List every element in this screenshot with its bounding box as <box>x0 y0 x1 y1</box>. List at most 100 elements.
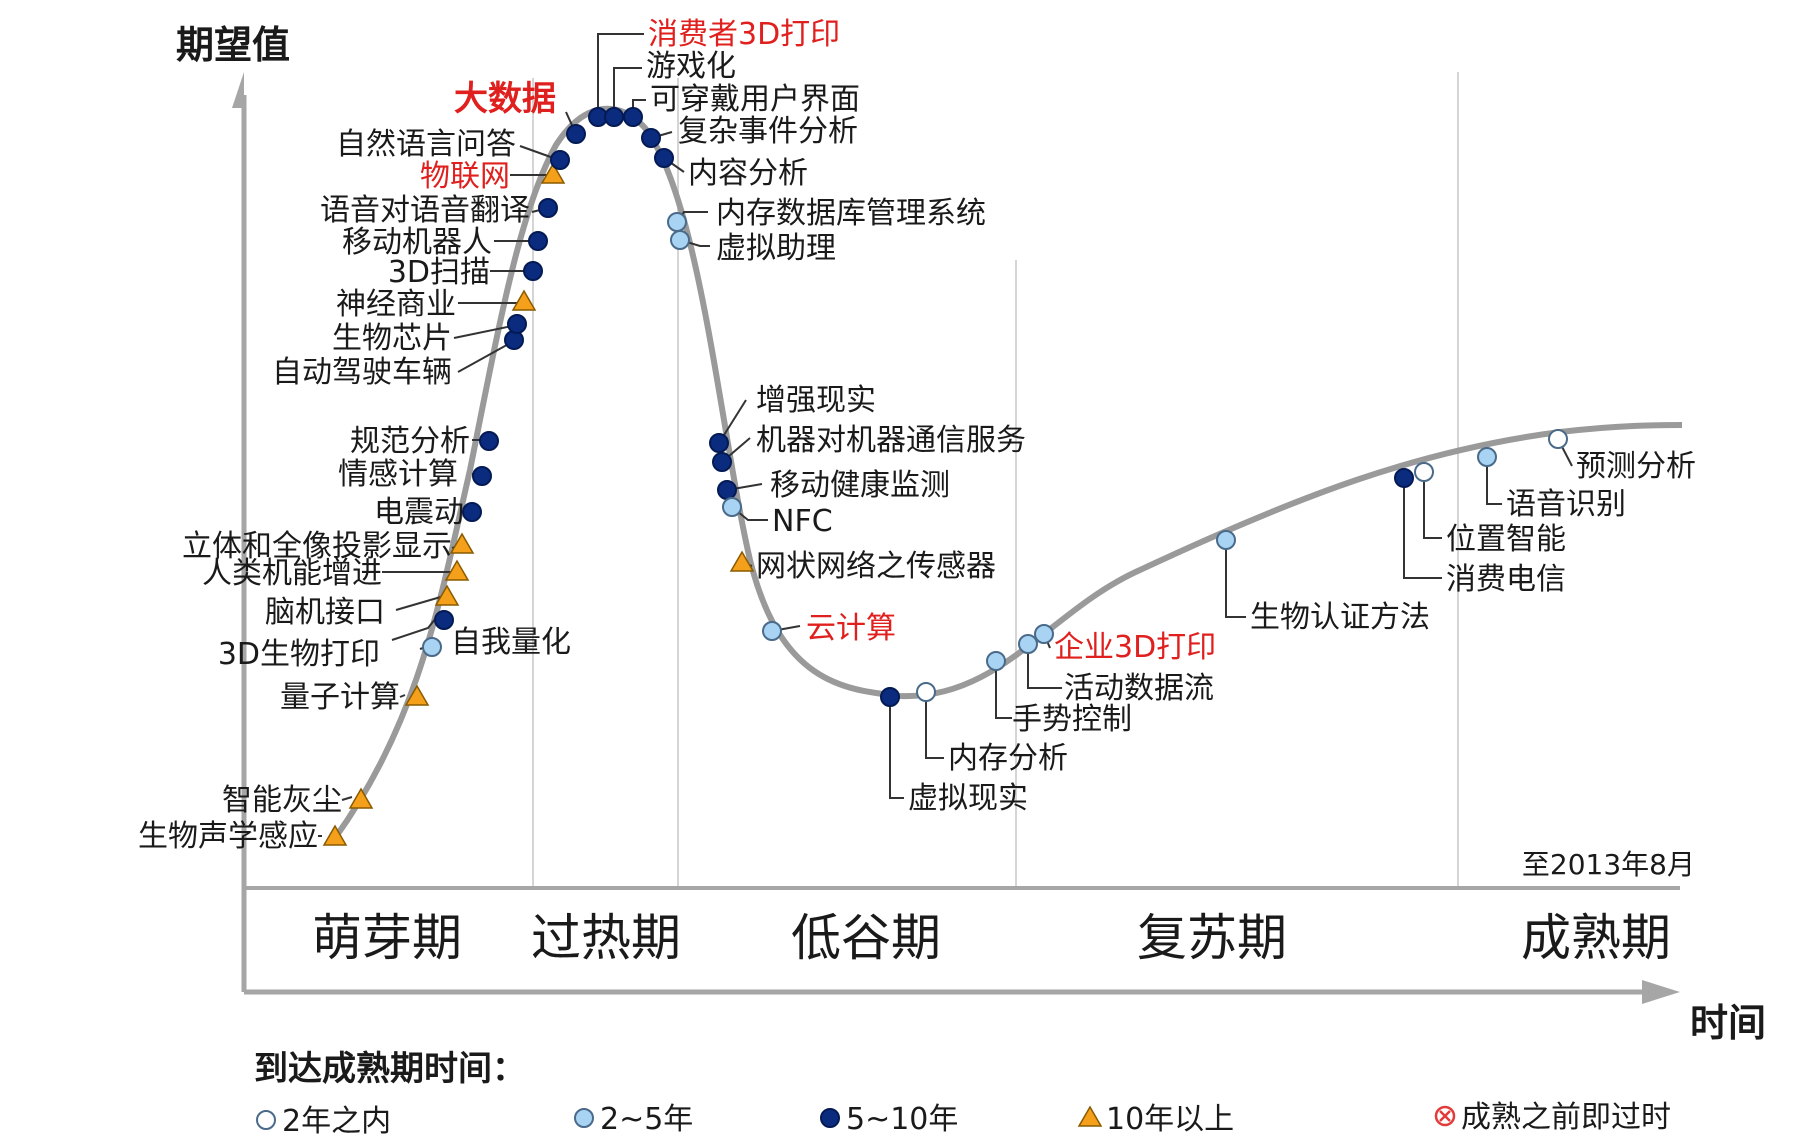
technology-label: 智能灰尘 <box>222 783 342 818</box>
technology-label: 可穿戴用户界面 <box>650 82 860 117</box>
marker-five_to_ten <box>641 128 661 148</box>
marker-two_to_five <box>670 230 690 250</box>
technology-label: 增强现实 <box>756 383 876 418</box>
technology-label: 情感计算 <box>338 457 458 492</box>
legend: 2年之内 2~5年 5~10年 10年以上 成熟之前即过时 <box>256 1100 1671 1139</box>
technology-label: 自我量化 <box>451 625 571 660</box>
legend-label: 5~10年 <box>846 1102 958 1137</box>
technology-label: 消费者3D打印 <box>648 17 840 52</box>
marker-two_to_five <box>422 637 442 657</box>
marker-two_to_five <box>1216 530 1236 550</box>
marker-two_to_five <box>986 651 1006 671</box>
marker-over_ten <box>540 162 566 184</box>
marker-five_to_ten <box>654 148 674 168</box>
phase-label-innovation: 萌芽期 <box>312 909 462 967</box>
technology-label: 自动驾驶车辆 <box>272 355 452 390</box>
technology-label: 3D生物打印 <box>218 637 380 672</box>
marker-five_to_ten <box>709 433 729 453</box>
x-axis-title: 时间 <box>1690 1001 1766 1045</box>
marker-two_years <box>1548 429 1568 449</box>
marker-five_to_ten <box>504 330 524 350</box>
technology-markers <box>322 107 1568 846</box>
legend-label: 10年以上 <box>1106 1102 1234 1137</box>
technology-label: 物联网 <box>420 159 510 194</box>
technology-label: 手势控制 <box>1012 702 1132 737</box>
marker-five_to_ten <box>1394 468 1414 488</box>
technology-label: 游戏化 <box>646 49 736 84</box>
legend-label: 2年之内 <box>282 1104 391 1139</box>
technology-label: 预测分析 <box>1576 449 1696 484</box>
legend-marker-obsolete <box>1434 1105 1456 1127</box>
marker-five_to_ten <box>479 431 499 451</box>
marker-five_to_ten <box>434 610 454 630</box>
marker-two_to_five <box>762 621 782 641</box>
marker-five_to_ten <box>528 231 548 251</box>
technology-label: 位置智能 <box>1446 522 1566 557</box>
technology-label: 脑机接口 <box>265 595 385 630</box>
technology-label: 网状网络之传感器 <box>756 549 996 584</box>
technology-label: 大数据 <box>454 79 556 119</box>
marker-five_to_ten <box>880 687 900 707</box>
technology-label: 移动机器人 <box>342 225 492 260</box>
technology-label: 量子计算 <box>280 680 400 715</box>
phase-label-slope: 复苏期 <box>1137 909 1287 967</box>
technology-label: 机器对机器通信服务 <box>756 423 1026 458</box>
technology-label: 语音识别 <box>1506 487 1626 522</box>
marker-over_ten <box>348 787 374 809</box>
legend-marker-five_to_ten <box>820 1108 840 1128</box>
marker-five_to_ten <box>523 261 543 281</box>
legend-marker-over_ten <box>1077 1105 1103 1127</box>
technology-label: 虚拟现实 <box>908 781 1028 816</box>
legend-marker-two_to_five <box>574 1108 594 1128</box>
technology-label: 企业3D打印 <box>1054 630 1216 665</box>
technology-label: 虚拟助理 <box>716 231 836 266</box>
legend-label: 成熟之前即过时 <box>1461 1100 1671 1135</box>
marker-five_to_ten <box>712 452 732 472</box>
marker-five_to_ten <box>538 198 558 218</box>
marker-five_to_ten <box>462 502 482 522</box>
marker-two_to_five <box>1477 447 1497 467</box>
legend-marker-two_years <box>256 1110 276 1130</box>
marker-over_ten <box>444 559 470 581</box>
x-axis-arrow-icon <box>1642 980 1680 1004</box>
technology-label: 复杂事件分析 <box>678 114 858 149</box>
technology-label: 内容分析 <box>688 156 808 191</box>
technology-label: 云计算 <box>806 611 896 646</box>
technology-label: 神经商业 <box>336 287 456 322</box>
marker-over_ten <box>449 532 475 554</box>
marker-two_to_five <box>722 497 742 517</box>
technology-label: 规范分析 <box>350 424 470 459</box>
technology-label: 电震动 <box>374 495 464 530</box>
marker-two_to_five <box>667 212 687 232</box>
technology-label: 活动数据流 <box>1064 671 1214 706</box>
technology-label: 3D扫描 <box>388 255 490 290</box>
marker-over_ten <box>322 824 348 846</box>
technology-label: 立体和全像投影显示 <box>182 529 452 564</box>
technology-label: 移动健康监测 <box>770 468 950 503</box>
y-axis-arrow-icon <box>232 72 244 108</box>
phase-label-plateau: 成熟期 <box>1521 909 1671 967</box>
marker-five_to_ten <box>507 314 527 334</box>
marker-five_to_ten <box>623 107 643 127</box>
technology-label: 自然语言问答 <box>336 127 516 162</box>
technology-label: 内存数据库管理系统 <box>716 196 986 231</box>
marker-two_years <box>1414 462 1434 482</box>
as-of-date: 至2013年8月 <box>1522 848 1695 881</box>
technology-label: 生物声学感应 <box>138 819 318 854</box>
phase-label-trough: 低谷期 <box>791 909 941 967</box>
marker-two_years <box>916 682 936 702</box>
hype-curve <box>332 105 1683 840</box>
y-axis-title: 期望值 <box>176 23 290 67</box>
technology-label: NFC <box>772 504 833 539</box>
technology-label: 生物芯片 <box>332 321 452 356</box>
phase-label-peak: 过热期 <box>531 909 681 967</box>
marker-two_to_five <box>1018 634 1038 654</box>
technology-label: 语音对语音翻译 <box>320 193 530 228</box>
marker-five_to_ten <box>566 124 586 144</box>
marker-over_ten <box>729 550 755 572</box>
technology-label: 消费电信 <box>1446 562 1566 597</box>
technology-label: 生物认证方法 <box>1250 600 1430 635</box>
marker-over_ten <box>511 289 537 311</box>
